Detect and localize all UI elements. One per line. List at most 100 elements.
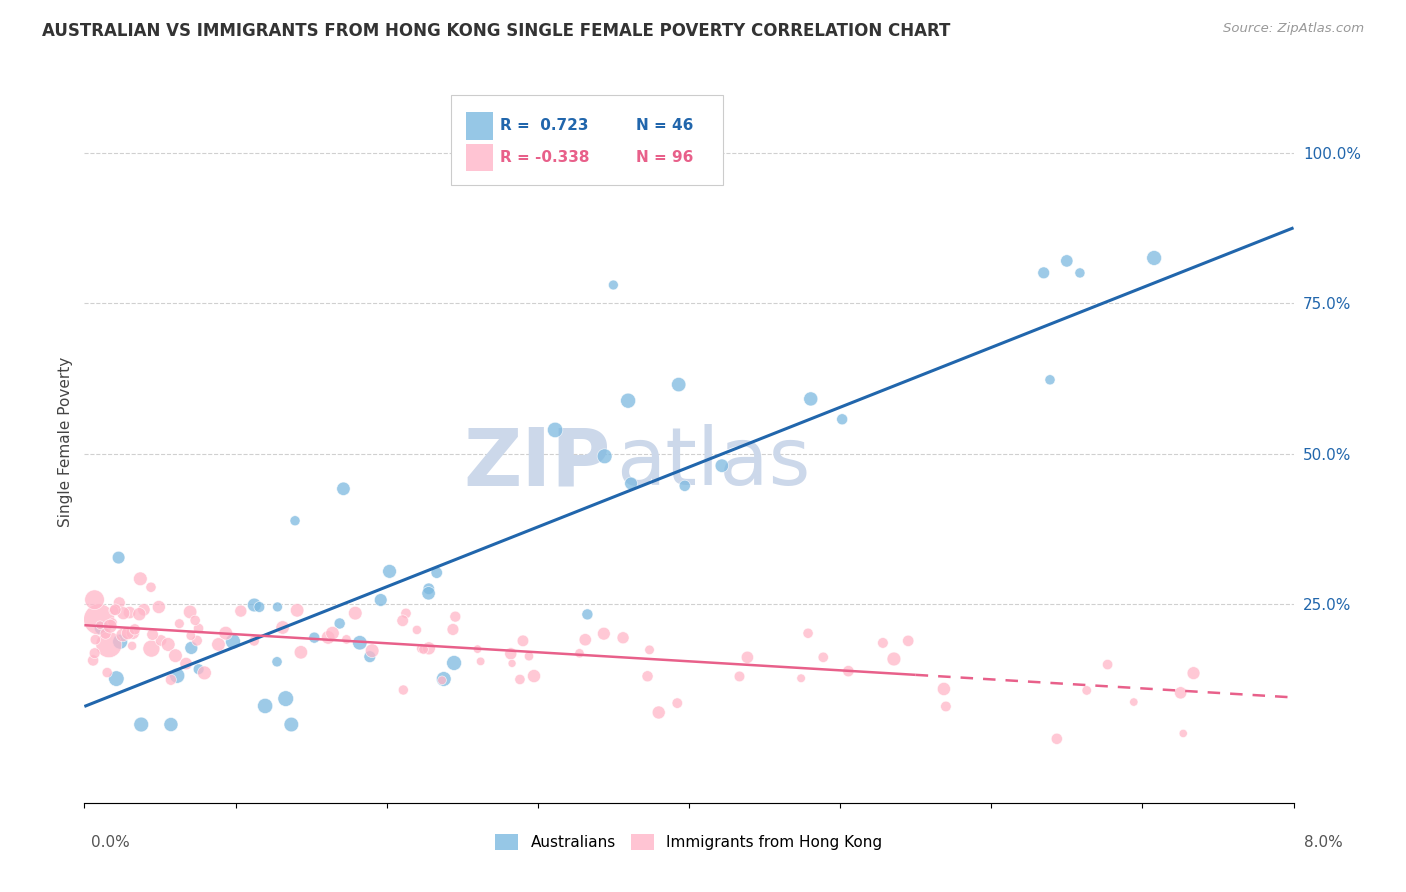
Point [184, 613, 207, 627]
Point [157, 637, 180, 651]
Text: N = 46: N = 46 [636, 119, 693, 133]
Point [517, 649, 540, 664]
Point [290, 645, 312, 659]
Point [737, 650, 759, 665]
Point [274, 691, 297, 706]
Point [179, 605, 201, 619]
Point [1039, 373, 1062, 387]
Point [499, 647, 522, 661]
Point [470, 654, 492, 668]
Point [406, 623, 429, 637]
Point [392, 683, 415, 698]
Point [1143, 251, 1166, 265]
Point [1032, 266, 1054, 280]
Point [142, 627, 165, 641]
Point [568, 646, 591, 660]
Text: R = -0.338: R = -0.338 [501, 150, 589, 165]
Text: AUSTRALIAN VS IMMIGRANTS FROM HONG KONG SINGLE FEMALE POVERTY CORRELATION CHART: AUSTRALIAN VS IMMIGRANTS FROM HONG KONG … [42, 22, 950, 40]
Point [897, 633, 920, 648]
Text: N = 96: N = 96 [636, 150, 693, 165]
Point [108, 634, 131, 648]
Point [118, 606, 141, 620]
Point [148, 600, 170, 615]
Point [166, 669, 188, 683]
Point [160, 673, 183, 687]
Point [129, 572, 152, 586]
Point [111, 628, 134, 642]
Point [418, 586, 440, 600]
Text: atlas: atlas [616, 425, 811, 502]
Point [444, 609, 467, 624]
Point [800, 392, 823, 406]
Point [1170, 686, 1192, 700]
Text: 8.0%: 8.0% [1303, 836, 1343, 850]
Point [105, 672, 128, 686]
Point [412, 642, 434, 657]
Point [284, 514, 307, 528]
Point [141, 641, 163, 656]
Point [165, 648, 187, 663]
Point [1076, 683, 1098, 698]
Point [329, 616, 352, 631]
Point [90, 621, 112, 635]
Point [1182, 666, 1205, 681]
Point [243, 633, 266, 648]
Point [523, 669, 546, 683]
Point [883, 652, 905, 666]
Point [316, 631, 339, 645]
Point [174, 657, 197, 671]
Point [1069, 266, 1091, 280]
Y-axis label: Single Female Poverty: Single Female Poverty [58, 357, 73, 526]
Point [215, 626, 238, 640]
Point [169, 616, 191, 631]
Point [411, 641, 433, 656]
Legend: Australians, Immigrants from Hong Kong: Australians, Immigrants from Hong Kong [489, 829, 889, 856]
Point [97, 638, 120, 652]
Point [139, 580, 162, 594]
Point [710, 458, 733, 473]
Point [89, 612, 111, 626]
Point [180, 640, 202, 655]
Point [361, 644, 384, 658]
Point [501, 657, 523, 671]
Point [1097, 657, 1119, 672]
Point [103, 603, 125, 617]
Point [378, 565, 401, 579]
Point [247, 599, 270, 614]
Point [193, 665, 215, 680]
Point [108, 596, 131, 610]
Point [98, 619, 121, 633]
Point [94, 626, 117, 640]
Point [82, 653, 104, 667]
Point [187, 662, 209, 676]
Point [150, 633, 173, 648]
Point [576, 607, 599, 622]
Point [837, 664, 859, 678]
Point [638, 643, 661, 657]
Point [872, 636, 894, 650]
Point [593, 450, 616, 464]
Text: 0.0%: 0.0% [91, 836, 131, 850]
Text: Source: ZipAtlas.com: Source: ZipAtlas.com [1223, 22, 1364, 36]
Point [349, 636, 371, 650]
Point [574, 632, 596, 647]
Point [107, 550, 129, 565]
Point [83, 592, 105, 607]
Point [790, 671, 813, 685]
Point [187, 622, 209, 636]
Point [592, 626, 614, 640]
Point [813, 650, 835, 665]
Point [104, 603, 127, 617]
Point [160, 717, 183, 731]
Point [935, 699, 957, 714]
Point [112, 606, 135, 620]
Point [441, 623, 464, 637]
Point [668, 377, 690, 392]
Point [1046, 731, 1069, 746]
Point [266, 599, 288, 614]
Point [797, 626, 820, 640]
Point [728, 669, 751, 683]
FancyBboxPatch shape [451, 95, 723, 185]
Point [932, 681, 955, 696]
FancyBboxPatch shape [467, 144, 494, 171]
